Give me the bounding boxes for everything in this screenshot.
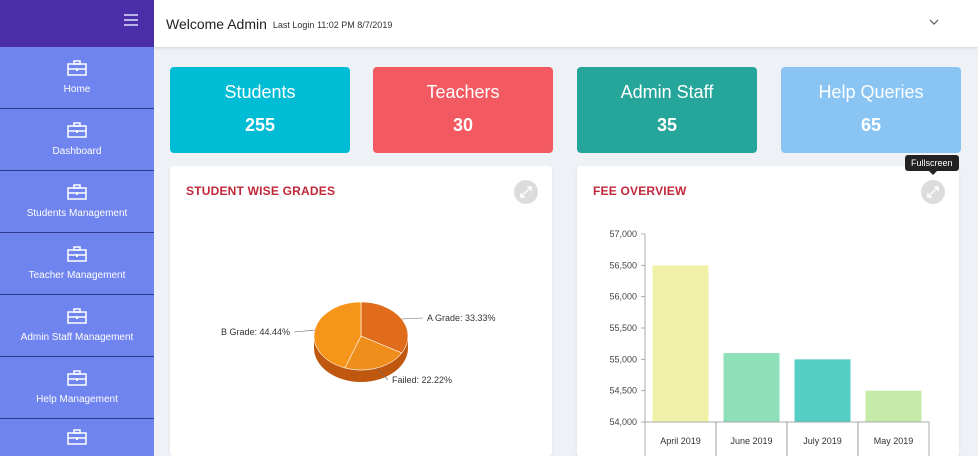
stat-title: Help Queries <box>818 82 924 102</box>
sidebar-item-students-management[interactable]: Students Management <box>0 171 154 233</box>
y-tick-label: 55,500 <box>609 323 637 333</box>
pie-leader-line <box>376 367 389 381</box>
fullscreen-tooltip: Fullscreen <box>905 155 959 175</box>
sidebar-item-admin-staff-management[interactable]: Admin Staff Management <box>0 295 154 357</box>
stat-card-admin-staff[interactable]: Admin Staff 35 <box>577 67 757 153</box>
x-tick-label: July 2019 <box>803 436 842 446</box>
pie-leader-line <box>401 317 424 320</box>
fee-panel: FEE OVERVIEW 54,000 54,500 55,000 55,500 56,… <box>577 166 959 456</box>
stat-value: 35 <box>656 115 678 135</box>
x-tick-label: May 2019 <box>874 436 914 446</box>
sidebar-brand-bar <box>0 0 154 47</box>
pie-depth <box>314 336 408 382</box>
briefcase-icon <box>67 370 87 386</box>
grades-panel: STUDENT WISE GRADES A Grade: 33.33% Faile… <box>170 166 552 456</box>
top-header: Welcome Admin Last Login 11:02 PM 8/7/20… <box>154 0 978 47</box>
briefcase-icon <box>67 246 87 262</box>
stat-value: 30 <box>452 115 474 135</box>
sidebar-item-label: Students Management <box>26 208 128 219</box>
pie-slice[interactable] <box>313 301 362 369</box>
sidebar-item-help-management[interactable]: Help Management <box>0 357 154 419</box>
briefcase-icon <box>67 308 87 324</box>
pie-label: A Grade: 33.33% <box>427 313 496 323</box>
briefcase-icon <box>67 429 87 445</box>
y-tick-label: 54,500 <box>609 386 637 396</box>
briefcase-icon <box>67 122 87 138</box>
briefcase-icon <box>67 60 87 76</box>
y-tick-label: 57,000 <box>609 229 637 239</box>
stat-title: Admin Staff <box>620 82 714 102</box>
stat-title: Students <box>224 82 296 102</box>
bar[interactable] <box>865 390 922 422</box>
pie-slice[interactable] <box>360 301 409 354</box>
sidebar-item-label: Teacher Management <box>28 270 126 281</box>
y-tick-label: 56,000 <box>609 292 637 302</box>
x-tick-label: June 2019 <box>730 436 772 446</box>
y-tick-label: 55,000 <box>609 354 637 364</box>
y-tick-label: 54,000 <box>609 417 637 427</box>
stat-card-students[interactable]: Students 255 <box>170 67 350 153</box>
stat-title: Teachers <box>426 82 500 102</box>
briefcase-icon <box>67 184 87 200</box>
sidebar-item-label: Home <box>63 84 91 95</box>
pie-label: B Grade: 44.44% <box>221 327 290 337</box>
bar[interactable] <box>652 265 709 422</box>
x-category-cell <box>857 421 930 456</box>
menu-icon[interactable] <box>124 14 138 26</box>
welcome-text: Welcome Admin <box>166 15 267 32</box>
y-tick-label: 56,500 <box>609 260 637 270</box>
expand-button[interactable] <box>514 180 538 204</box>
sidebar-item-label: Admin Staff Management <box>20 332 134 343</box>
expand-icon <box>520 186 532 198</box>
bar[interactable] <box>794 359 851 422</box>
x-tick-label: April 2019 <box>660 436 701 446</box>
panel-title: FEE OVERVIEW <box>593 184 687 198</box>
chevron-down-icon[interactable] <box>928 16 940 28</box>
pie-label: Failed: 22.22% <box>392 375 452 385</box>
bar[interactable] <box>723 353 780 422</box>
grades-pie-chart: A Grade: 33.33% Failed: 22.22% B Grade: 44… <box>221 301 496 385</box>
sidebar-item-label: Help Management <box>36 394 118 405</box>
sidebar-item-teacher-management[interactable]: Teacher Management <box>0 233 154 295</box>
sidebar: Home Dashboard Students Management Teacher … <box>0 0 154 456</box>
pie-leader-line <box>293 329 315 333</box>
last-login-text: Last Login 11:02 PM 8/7/2019 <box>272 20 393 30</box>
stat-card-teachers[interactable]: Teachers 30 <box>373 67 553 153</box>
sidebar-item-more[interactable] <box>0 419 154 456</box>
sidebar-item-dashboard[interactable]: Dashboard <box>0 109 154 171</box>
stat-value: 65 <box>860 115 882 135</box>
sidebar-item-label: Dashboard <box>52 146 102 157</box>
sidebar-item-home[interactable]: Home <box>0 47 154 109</box>
stat-value: 255 <box>244 115 276 135</box>
fullscreen-button[interactable] <box>921 180 945 204</box>
fee-bar-chart: 54,000 54,500 55,000 55,500 56,000 56,500 57,0… <box>609 229 930 456</box>
stat-card-help-queries[interactable]: Help Queries 65 <box>781 67 961 153</box>
panel-title: STUDENT WISE GRADES <box>186 184 336 198</box>
expand-icon <box>927 186 939 198</box>
